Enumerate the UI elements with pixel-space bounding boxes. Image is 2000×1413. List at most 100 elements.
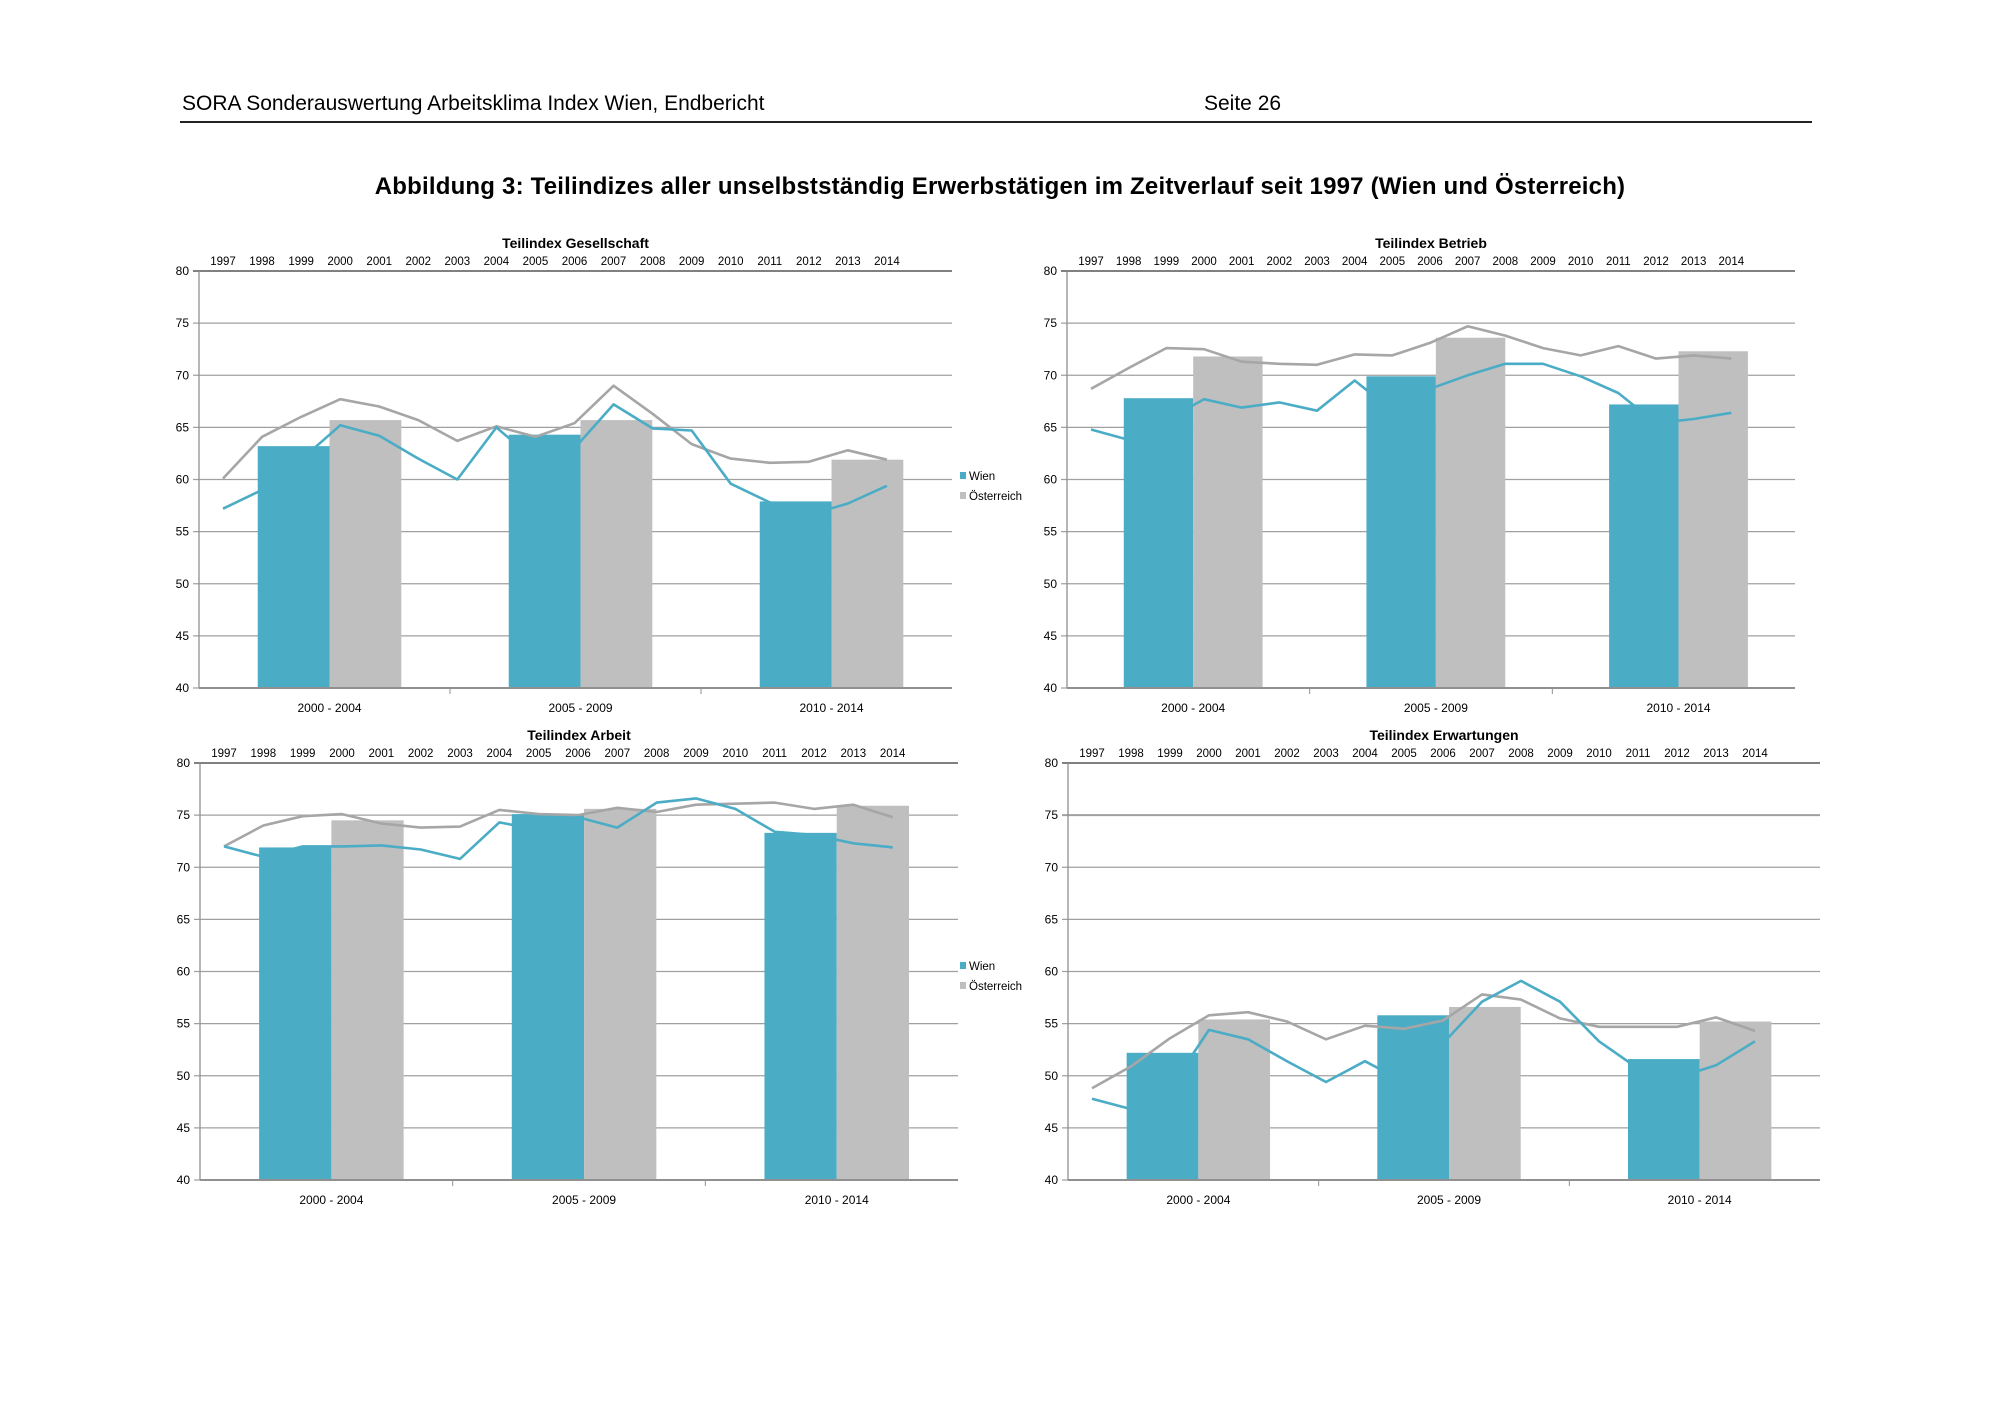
legend-marker — [960, 492, 966, 499]
category-label: 2000 - 2004 — [1161, 701, 1225, 715]
y-tick-label: 40 — [1044, 681, 1058, 695]
y-tick-label: 80 — [177, 756, 191, 770]
y-tick-label: 55 — [1044, 525, 1058, 539]
bar-oesterreich — [1699, 1021, 1772, 1180]
category-label: 2000 - 2004 — [1166, 1193, 1230, 1207]
bar-oesterreich — [329, 420, 402, 688]
chart-title: Teilindex Erwartungen — [1369, 727, 1518, 743]
y-tick-label: 50 — [1045, 1069, 1059, 1083]
year-label: 2013 — [1681, 256, 1707, 268]
year-label: 2004 — [484, 256, 510, 268]
y-tick-label: 75 — [1045, 808, 1059, 822]
bar-oesterreich — [1198, 1019, 1271, 1180]
year-label: 2010 — [1586, 748, 1612, 760]
figure-title: Abbildung 3: Teilindizes aller unselbsts… — [374, 173, 1626, 200]
year-label: 2014 — [1719, 256, 1745, 268]
y-tick-label: 60 — [176, 473, 190, 487]
year-label: 1997 — [1079, 748, 1105, 760]
y-tick-label: 60 — [177, 965, 191, 979]
year-label: 2006 — [565, 748, 591, 760]
year-label: 2005 — [1391, 748, 1417, 760]
year-label: 2009 — [1547, 748, 1573, 760]
chart-teilindex-erwartungen: Teilindex Erwartungen 40 45 50 55 60 65 70 75 80 2… — [1045, 727, 1820, 1207]
year-label: 2010 — [718, 256, 744, 268]
year-label: 2003 — [1313, 748, 1339, 760]
y-tick-label: 45 — [177, 1121, 191, 1135]
year-label: 2005 — [1380, 256, 1406, 268]
year-label: 2007 — [1455, 256, 1481, 268]
header-rule — [180, 121, 1812, 123]
category-label: 2005 - 2009 — [548, 701, 612, 715]
bar-wien — [764, 832, 837, 1180]
y-tick-label: 55 — [177, 1017, 191, 1031]
line-wien — [223, 797, 893, 861]
year-label: 1997 — [211, 748, 237, 760]
year-label: 2002 — [405, 256, 431, 268]
bar-wien — [1627, 1059, 1700, 1180]
bar-oesterreich — [331, 820, 404, 1180]
y-tick-label: 75 — [177, 808, 191, 822]
year-label: 2000 — [1191, 256, 1217, 268]
y-tick-label: 50 — [176, 577, 190, 591]
y-tick-label: 60 — [1044, 473, 1058, 487]
chart-title: Teilindex Gesellschaft — [502, 235, 649, 251]
bar-wien — [1126, 1052, 1199, 1180]
y-tick-label: 65 — [177, 912, 191, 926]
year-label: 2011 — [762, 748, 787, 760]
year-label: 2007 — [601, 256, 627, 268]
bar-oesterreich — [580, 420, 653, 688]
line-oesterreich — [1091, 993, 1756, 1090]
year-label: 1998 — [1118, 748, 1144, 760]
category-label: 2005 - 2009 — [1404, 701, 1468, 715]
chart-title: Teilindex Arbeit — [527, 727, 631, 743]
chart-teilindex-arbeit: Teilindex Arbeit 40 45 50 55 60 65 70 75 80 2000 -… — [177, 727, 1022, 1207]
year-label: 2009 — [679, 256, 705, 268]
year-label: 2011 — [1606, 256, 1631, 268]
y-tick-label: 80 — [1045, 756, 1059, 770]
bar-wien — [257, 446, 330, 688]
year-label: 2002 — [408, 748, 434, 760]
y-tick-label: 55 — [1045, 1017, 1059, 1031]
year-label: 2010 — [723, 748, 749, 760]
legend-marker — [960, 472, 966, 479]
year-label: 2008 — [644, 748, 670, 760]
bar-oesterreich — [1449, 1006, 1521, 1180]
year-label: 1997 — [1078, 256, 1104, 268]
y-tick-label: 60 — [1045, 965, 1059, 979]
bar-oesterreich — [836, 805, 909, 1180]
y-tick-label: 55 — [176, 525, 190, 539]
year-label: 2001 — [1235, 748, 1261, 760]
category-label: 2000 - 2004 — [297, 701, 361, 715]
legend-label: Österreich — [969, 981, 1022, 993]
y-tick-label: 70 — [1044, 368, 1058, 382]
line-wien — [1090, 362, 1732, 442]
y-tick-label: 70 — [177, 860, 191, 874]
year-label: 2009 — [1530, 256, 1556, 268]
line-wien — [222, 403, 888, 517]
year-label: 2001 — [366, 256, 392, 268]
year-label: 2008 — [640, 256, 666, 268]
chart-teilindex-gesellschaft: Teilindex Gesellschaft 40 45 50 55 60 65 70 75 80… — [176, 235, 1022, 715]
y-tick-label: 45 — [176, 629, 190, 643]
bar-wien — [759, 501, 832, 688]
report-title: SORA Sonderauswertung Arbeitsklima Index… — [182, 92, 765, 115]
year-label: 2014 — [1742, 748, 1768, 760]
year-label: 2008 — [1493, 256, 1519, 268]
year-label: 2001 — [1229, 256, 1255, 268]
bar-oesterreich — [1193, 356, 1263, 688]
line-oesterreich — [223, 801, 894, 848]
year-label: 2013 — [835, 256, 861, 268]
legend-marker — [960, 962, 966, 969]
y-tick-label: 70 — [176, 368, 190, 382]
line-wien — [1091, 979, 1756, 1111]
legend-label: Wien — [969, 961, 995, 973]
year-label: 2003 — [445, 256, 471, 268]
y-tick-label: 70 — [1045, 860, 1059, 874]
line-oesterreich — [1090, 324, 1732, 390]
year-label: 1997 — [210, 256, 236, 268]
chart-teilindex-betrieb: Teilindex Betrieb 40 45 50 55 60 65 70 75 80 2000 … — [1044, 235, 1795, 715]
year-label: 2004 — [1342, 256, 1368, 268]
y-tick-label: 50 — [177, 1069, 191, 1083]
bar-wien — [1366, 376, 1436, 688]
